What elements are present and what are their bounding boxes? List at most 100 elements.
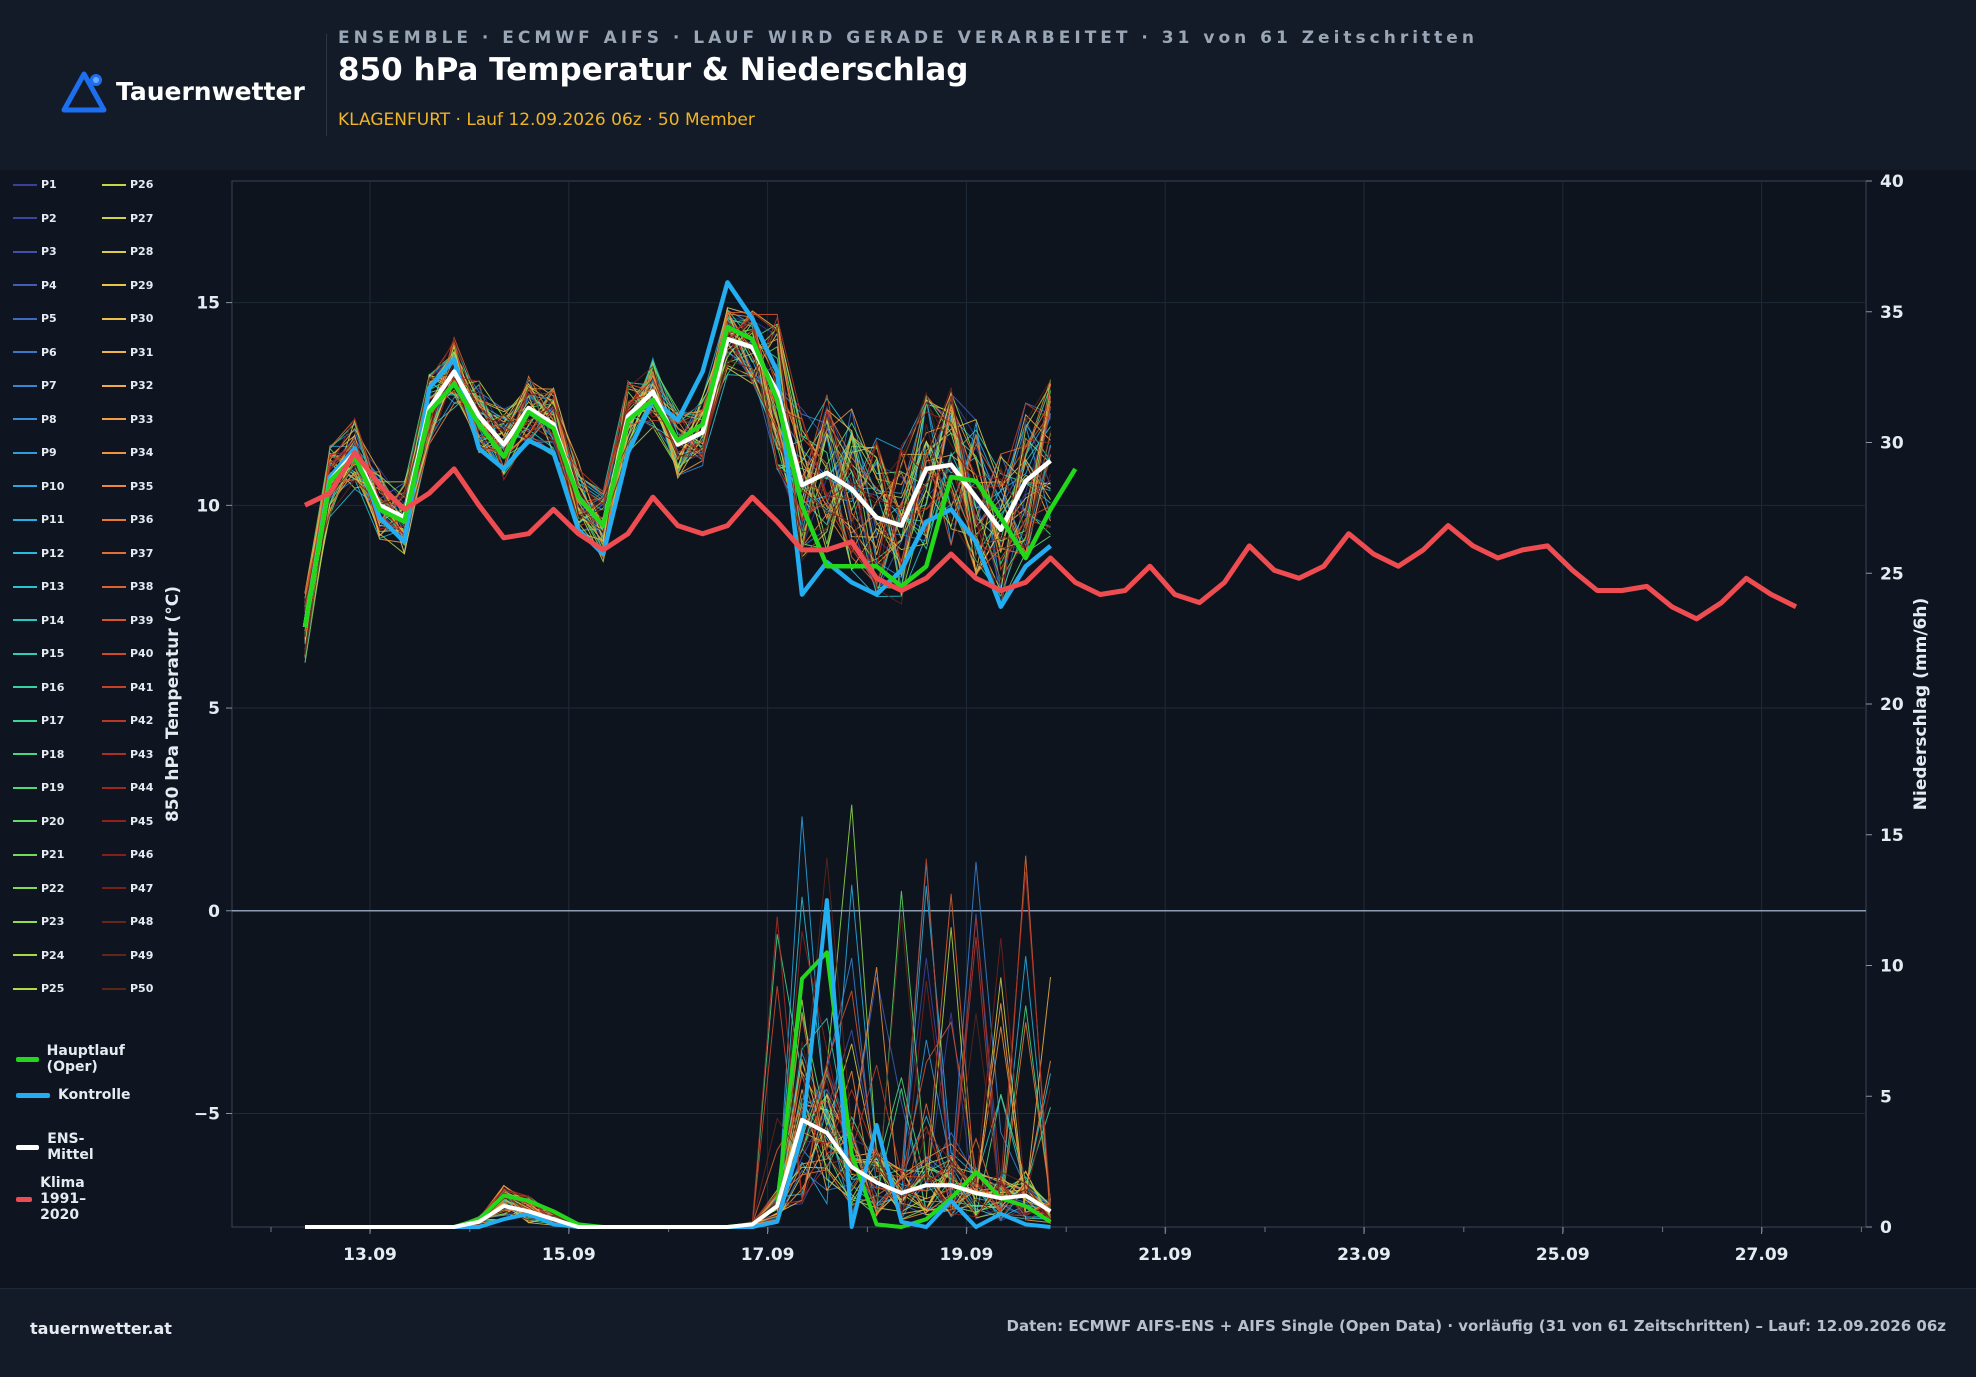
legend-main-label: Kontrolle xyxy=(58,1087,131,1103)
legend-item-p26: P26 xyxy=(102,178,153,191)
legend-swatch xyxy=(13,384,37,387)
x-tick-label: 17.09 xyxy=(741,1245,795,1265)
member-line-P28 xyxy=(304,309,1051,613)
precip-series-ens-mittel xyxy=(305,1117,1052,1229)
legend-label: P45 xyxy=(130,814,154,828)
legend-label: P26 xyxy=(130,178,154,191)
y2-tick-label: 30 xyxy=(1880,434,1904,454)
y-tick-label: −5 xyxy=(194,1104,220,1124)
legend-label: P7 xyxy=(41,379,57,392)
legend-label: P35 xyxy=(130,479,154,493)
legend-swatch xyxy=(13,887,37,889)
legend-label: P8 xyxy=(41,412,57,426)
legend-label: P28 xyxy=(130,245,154,258)
ensemble-chart: 13.09 15.09 17.09 19.09 21.09 23.09 25.09 27.09… xyxy=(163,172,1931,1265)
legend-swatch xyxy=(102,183,126,186)
legend-label: P11 xyxy=(41,513,65,526)
legend-swatch xyxy=(13,753,37,755)
legend-swatch xyxy=(13,284,37,286)
legend-main-label: Hauptlauf (Oper) xyxy=(46,1043,125,1075)
legend-swatch xyxy=(13,552,37,554)
legend-swatch xyxy=(102,920,126,923)
legend-item-p15: P15 xyxy=(13,647,64,660)
legend-swatch xyxy=(102,317,126,320)
legend-swatch xyxy=(102,518,126,521)
legend-label: P46 xyxy=(130,848,154,861)
y2-tick-label: 25 xyxy=(1880,564,1904,584)
logo[interactable]: Tauernwetter xyxy=(60,68,305,114)
y-tick-label: 0 xyxy=(208,902,220,922)
legend-label: P22 xyxy=(41,881,65,895)
legend-label: P40 xyxy=(130,647,154,660)
legend-item-p4: P4 xyxy=(13,279,57,292)
legend-item-p33: P33 xyxy=(102,413,153,426)
legend-swatch xyxy=(13,619,37,621)
legend-label: P47 xyxy=(130,881,154,895)
legend-item-p19: P19 xyxy=(13,781,64,794)
legend-item-p9: P9 xyxy=(13,446,57,459)
legend-item-p44: P44 xyxy=(102,781,153,794)
legend-swatch xyxy=(13,987,37,990)
y2-axis-label: Niederschlag (mm/6h) xyxy=(1911,598,1931,810)
legend-label: P31 xyxy=(130,345,154,359)
legend-label: P24 xyxy=(41,948,65,962)
legend-item-p32: P32 xyxy=(102,379,153,392)
legend-item-p47: P47 xyxy=(102,882,153,895)
legend-item-p48: P48 xyxy=(102,915,153,928)
header: Tauernwetter ENSEMBLE · ECMWF AIFS · LAU… xyxy=(0,0,1976,170)
legend-label: P14 xyxy=(41,613,65,627)
legend-label: P30 xyxy=(130,312,154,325)
legend-item-p25: P25 xyxy=(13,982,64,995)
y-tick-label: 5 xyxy=(208,699,220,719)
legend-item-p30: P30 xyxy=(102,312,153,325)
legend-item-p23: P23 xyxy=(13,915,64,928)
legend-label: P9 xyxy=(41,446,57,459)
legend-label: P20 xyxy=(41,814,65,828)
footer-site[interactable]: tauernwetter.at xyxy=(30,1319,172,1338)
y2-tick-label: 35 xyxy=(1880,303,1904,323)
legend-label: P49 xyxy=(130,948,154,962)
legend-label: P41 xyxy=(130,680,154,694)
legend-label: P3 xyxy=(41,245,57,258)
legend-swatch xyxy=(13,351,37,353)
legend-swatch xyxy=(102,987,126,990)
legend-item-p2: P2 xyxy=(13,212,57,225)
legend-item-p3: P3 xyxy=(13,245,57,258)
temp-series-kontrolle xyxy=(302,280,1052,628)
legend-main-label: ENS-Mittel xyxy=(47,1131,94,1163)
legend-swatch xyxy=(13,920,37,923)
legend-item-p22: P22 xyxy=(13,882,64,895)
legend-label: P48 xyxy=(130,915,154,928)
legend-item-p27: P27 xyxy=(102,212,153,225)
legend-item-p8: P8 xyxy=(13,413,57,426)
legend-main-item: Klima 1991–2020 xyxy=(16,1175,104,1223)
legend-swatch xyxy=(13,585,37,588)
legend-label: P17 xyxy=(41,714,65,727)
legend-main-swatch xyxy=(16,1196,33,1202)
legend-label: P37 xyxy=(130,546,154,560)
legend-swatch xyxy=(102,887,126,889)
mountain-logo-icon xyxy=(61,71,107,113)
y2-tick-label: 5 xyxy=(1880,1087,1892,1107)
temp-series-hauptlauf-oper- xyxy=(302,324,1078,628)
legend-swatch xyxy=(102,351,126,353)
legend-label: P32 xyxy=(130,379,154,392)
legend-item-p1: P1 xyxy=(13,178,57,191)
legend-label: P5 xyxy=(41,312,57,325)
legend-swatch xyxy=(102,686,126,688)
legend-label: P43 xyxy=(130,747,154,761)
legend-swatch xyxy=(102,954,126,956)
legend-swatch xyxy=(13,686,37,688)
legend-swatch xyxy=(13,786,37,789)
legend-label: P29 xyxy=(130,278,154,292)
legend-swatch xyxy=(102,786,126,789)
legend-swatch xyxy=(102,619,126,621)
legend-item-p16: P16 xyxy=(13,681,64,694)
legend-swatch xyxy=(13,451,37,454)
legend-swatch xyxy=(13,719,37,722)
legend-swatch xyxy=(102,585,126,588)
legend-item-p20: P20 xyxy=(13,815,64,828)
footer: tauernwetter.at Daten: ECMWF AIFS-ENS + … xyxy=(0,1288,1976,1377)
legend-item-p21: P21 xyxy=(13,848,64,861)
legend-item-p45: P45 xyxy=(102,815,153,828)
